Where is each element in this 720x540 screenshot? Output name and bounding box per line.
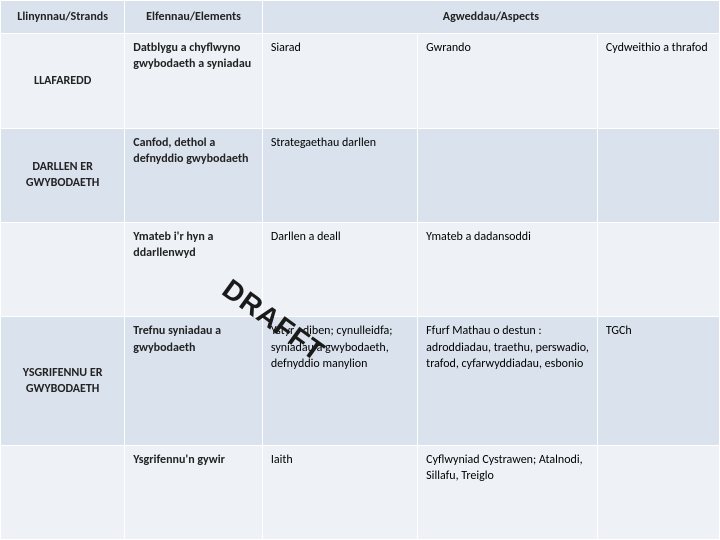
aspect-cell: [597, 445, 719, 539]
col-header-aspects: Agweddau/Aspects: [262, 1, 719, 34]
aspect-cell: Ffurf Mathau o destun : adroddiadau, tra…: [418, 317, 598, 445]
col-header-elements: Elfennau/Elements: [125, 1, 263, 34]
strand-cell: LLAFAREDD: [1, 34, 125, 128]
element-cell: Datblygu a chyflwyno gwybodaeth a syniad…: [125, 34, 263, 128]
curriculum-table: Llinynnau/Strands Elfennau/Elements Agwe…: [0, 0, 720, 540]
aspect-cell: Strategaethau darllen: [262, 128, 417, 222]
table-row: Ysgrifennu'n gywir Iaith Cyflwyniad Cyst…: [1, 445, 720, 539]
element-cell: Canfod, dethol a defnyddio gwybodaeth: [125, 128, 263, 222]
table-row: YSGRIFENNU ER GWYBODAETH Trefnu syniadau…: [1, 317, 720, 445]
strand-cell: [1, 445, 125, 539]
aspect-cell: Cydweithio a thrafod: [597, 34, 719, 128]
table-row: DARLLEN ER GWYBODAETH Canfod, dethol a d…: [1, 128, 720, 222]
strand-cell: [1, 223, 125, 317]
element-cell: Ymateb i'r hyn a ddarllenwyd: [125, 223, 263, 317]
aspect-cell: [597, 128, 719, 222]
aspect-cell: Siarad: [262, 34, 417, 128]
aspect-cell: [418, 128, 598, 222]
aspect-cell: Gwrando: [418, 34, 598, 128]
aspect-cell: Ymateb a dadansoddi: [418, 223, 598, 317]
aspect-cell: Iaith: [262, 445, 417, 539]
col-header-strands: Llinynnau/Strands: [1, 1, 125, 34]
strand-cell: YSGRIFENNU ER GWYBODAETH: [1, 317, 125, 445]
table-row: LLAFAREDD Datblygu a chyflwyno gwybodaet…: [1, 34, 720, 128]
aspect-cell: Cyflwyniad Cystrawen; Atalnodi, Sillafu,…: [418, 445, 598, 539]
aspect-cell: [597, 223, 719, 317]
element-cell: Trefnu syniadau a gwybodaeth: [125, 317, 263, 445]
strand-cell: DARLLEN ER GWYBODAETH: [1, 128, 125, 222]
element-cell: Ysgrifennu'n gywir: [125, 445, 263, 539]
aspect-cell: Ystyr : diben; cynulleidfa; syniadau a g…: [262, 317, 417, 445]
table-row: Ymateb i'r hyn a ddarllenwyd Darllen a d…: [1, 223, 720, 317]
table-header-row: Llinynnau/Strands Elfennau/Elements Agwe…: [1, 1, 720, 34]
aspect-cell: Darllen a deall: [262, 223, 417, 317]
aspect-cell: TGCh: [597, 317, 719, 445]
